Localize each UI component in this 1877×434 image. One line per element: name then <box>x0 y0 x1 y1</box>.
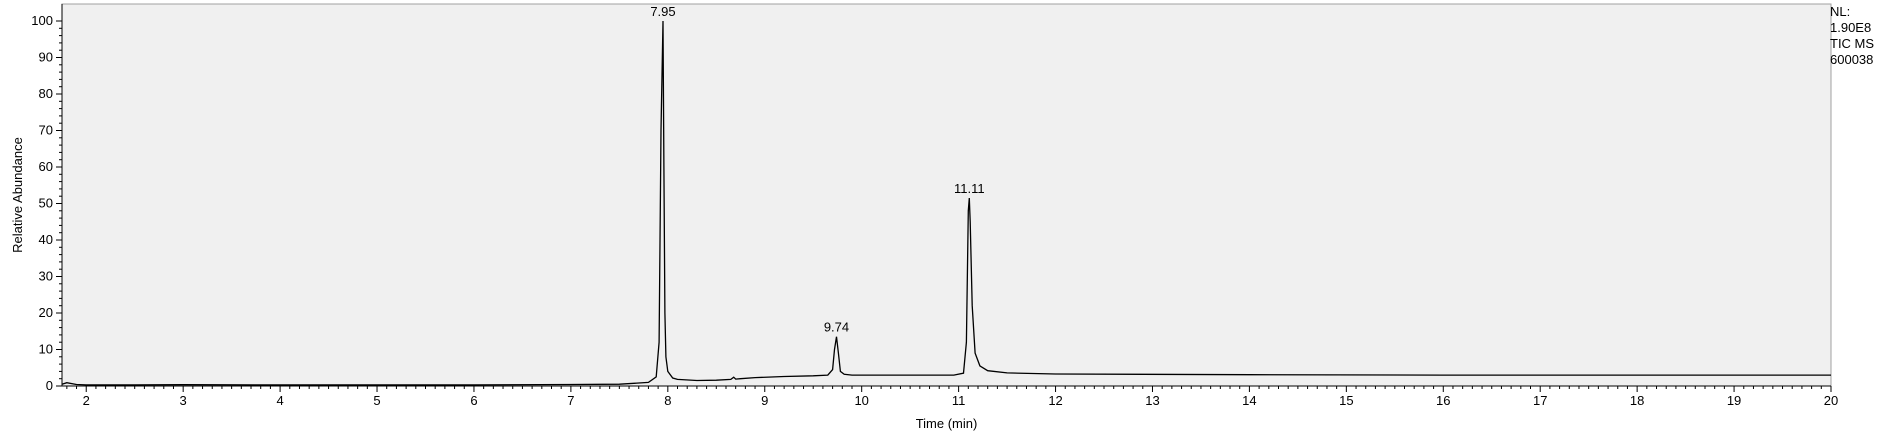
y-tick-label: 80 <box>39 86 53 101</box>
x-tick-label: 11 <box>952 393 966 408</box>
x-tick-label: 20 <box>1824 393 1838 408</box>
info-scan-filter: TIC MS <box>1830 36 1875 51</box>
info-nl-label: NL: <box>1830 4 1851 19</box>
y-tick-label: 30 <box>39 269 53 284</box>
y-tick-label: 70 <box>39 123 53 138</box>
x-tick-label: 14 <box>1242 393 1256 408</box>
y-axis-ticks: 0 10 20 30 40 50 60 70 80 90 100 <box>31 13 62 393</box>
x-tick-label: 17 <box>1533 393 1547 408</box>
peak-label: 7.95 <box>650 4 675 19</box>
x-tick-label: 9 <box>761 393 768 408</box>
x-tick-label: 6 <box>470 393 477 408</box>
y-tick-label: 10 <box>39 342 53 357</box>
y-tick-label: 90 <box>39 50 53 65</box>
x-tick-label: 15 <box>1339 393 1353 408</box>
y-tick-label: 40 <box>39 232 53 247</box>
plot-area <box>61 3 1832 387</box>
info-nl-value: 1.90E8 <box>1830 20 1872 35</box>
info-box: NL: 1.90E8 TIC MS 600038 <box>1830 4 1874 68</box>
y-tick-label: 60 <box>39 159 53 174</box>
peak-labels: 7.95 9.74 11.11 <box>650 4 984 335</box>
y-tick-label: 100 <box>31 13 53 28</box>
peak-label: 9.74 <box>824 320 849 335</box>
x-tick-label: 3 <box>180 393 187 408</box>
x-tick-label: 2 <box>83 393 90 408</box>
y-axis-label: Relative Abundance <box>10 137 25 253</box>
x-tick-label: 8 <box>664 393 671 408</box>
x-tick-label: 18 <box>1630 393 1644 408</box>
y-tick-label: 50 <box>39 196 53 211</box>
y-tick-label: 20 <box>39 305 53 320</box>
x-tick-label: 13 <box>1145 393 1159 408</box>
x-tick-label: 7 <box>567 393 574 408</box>
x-tick-label: 12 <box>1048 393 1062 408</box>
x-tick-label: 10 <box>854 393 868 408</box>
x-tick-label: 19 <box>1727 393 1741 408</box>
x-tick-label: 4 <box>276 393 283 408</box>
x-axis-ticks: 2 3 4 5 6 7 8 9 10 11 12 13 14 15 16 17 18 19 20 <box>66 386 1838 408</box>
info-file-id: 600038 <box>1830 52 1874 67</box>
peak-label: 11.11 <box>954 181 985 196</box>
x-tick-label: 16 <box>1436 393 1450 408</box>
y-tick-label: 0 <box>46 378 53 393</box>
x-axis-label: Time (min) <box>916 416 978 431</box>
x-tick-label: 5 <box>373 393 380 408</box>
tic-trace <box>61 20 1831 386</box>
axes <box>61 4 1831 387</box>
